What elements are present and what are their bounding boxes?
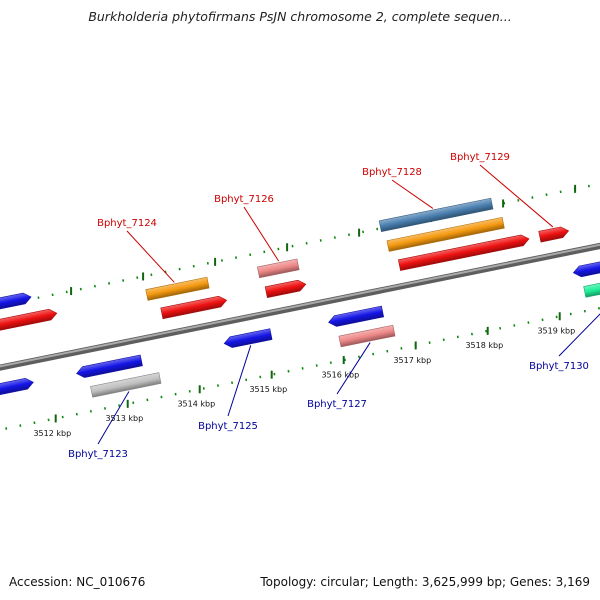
- gene-shape: [583, 273, 600, 298]
- leader-line: [336, 342, 371, 395]
- gene-label[interactable]: Bphyt_7125: [198, 421, 258, 432]
- backbone-highlight: [0, 243, 600, 368]
- gene-shape: [397, 234, 530, 271]
- scale-tick-label: 3516 kbp: [321, 370, 359, 379]
- leader-line: [558, 313, 600, 357]
- gene-feature[interactable]: [264, 279, 307, 298]
- leader-line: [479, 164, 554, 228]
- scale-tick-label: 3512 kbp: [33, 429, 71, 438]
- gene-feature[interactable]: [397, 234, 530, 271]
- gene-label[interactable]: Bphyt_7123: [68, 449, 128, 460]
- gene-feature[interactable]: [338, 324, 396, 348]
- gene-feature[interactable]: [386, 216, 505, 252]
- label-leaders: [97, 164, 600, 445]
- gene-shape: [328, 305, 385, 327]
- accession-text: Accession: NC_010676: [9, 575, 146, 589]
- gene-feature[interactable]: [0, 377, 34, 396]
- gene-label[interactable]: Bphyt_7130: [529, 361, 589, 372]
- topology-stats-text: Topology: circular; Length: 3,625,999 bp…: [260, 575, 590, 589]
- gene-feature[interactable]: [160, 295, 228, 320]
- gene-label[interactable]: Bphyt_7129: [450, 152, 510, 163]
- gene-feature[interactable]: [75, 354, 143, 379]
- leader-line: [126, 230, 175, 283]
- scale-tick-label: 3515 kbp: [249, 385, 287, 394]
- gene-label[interactable]: Bphyt_7128: [362, 167, 422, 178]
- scale-tick-label: 3514 kbp: [177, 400, 215, 409]
- guide-line-top: [0, 182, 600, 307]
- gene-shape: [257, 258, 300, 279]
- gene-feature[interactable]: [583, 273, 600, 298]
- gene-shape: [223, 328, 273, 348]
- scale-tick-label: 3517 kbp: [393, 356, 431, 365]
- gene-shape: [0, 292, 32, 324]
- leader-line: [391, 179, 434, 209]
- gene-feature[interactable]: [90, 372, 162, 398]
- gene-shape: [386, 216, 505, 252]
- scale-tick-label: 3519 kbp: [537, 327, 575, 336]
- scale-tick-label: 3513 kbp: [105, 414, 143, 423]
- backbone-line: [0, 242, 600, 371]
- gene-feature[interactable]: [572, 254, 600, 278]
- gene-feature[interactable]: [257, 258, 300, 279]
- gene-feature[interactable]: [0, 308, 58, 342]
- gene-shape: [538, 226, 570, 243]
- gene-feature[interactable]: [223, 328, 273, 349]
- gene-label[interactable]: Bphyt_7126: [214, 194, 274, 205]
- gene-feature[interactable]: [538, 225, 570, 243]
- chromosome-backbone: [0, 242, 600, 371]
- gene-shape: [160, 295, 228, 320]
- gene-shape: [378, 197, 494, 232]
- leader-line: [243, 206, 280, 262]
- gene-labels[interactable]: Bphyt_7124 Bphyt_7126 Bphyt_7128 Bphyt_7129…: [68, 152, 589, 460]
- map-title: Burkholderia phytofirmans PsJN chromosom…: [88, 9, 512, 24]
- gene-feature[interactable]: [327, 305, 385, 328]
- gene-shape: [338, 324, 396, 348]
- gene-shape: [0, 308, 58, 342]
- gene-feature[interactable]: [378, 197, 494, 232]
- gene-shape: [264, 279, 307, 298]
- leader-line: [227, 345, 252, 417]
- leader-line: [97, 391, 130, 445]
- gene-label[interactable]: Bphyt_7124: [97, 218, 157, 229]
- gene-features[interactable]: [0, 148, 600, 398]
- gene-shape: [145, 276, 210, 301]
- gene-label[interactable]: Bphyt_7127: [307, 399, 367, 410]
- gene-feature[interactable]: [0, 292, 32, 324]
- gene-feature[interactable]: [145, 276, 210, 301]
- gene-shape: [0, 377, 34, 396]
- gene-shape: [90, 372, 162, 398]
- gene-shape: [76, 354, 143, 378]
- scale-ticks: 3512 kbp 3513 kbp 3514 kbp 3515 kbp 3516 kbp…: [33, 184, 577, 438]
- gene-shape: [572, 254, 600, 278]
- scale-tick-label: 3518 kbp: [465, 341, 503, 350]
